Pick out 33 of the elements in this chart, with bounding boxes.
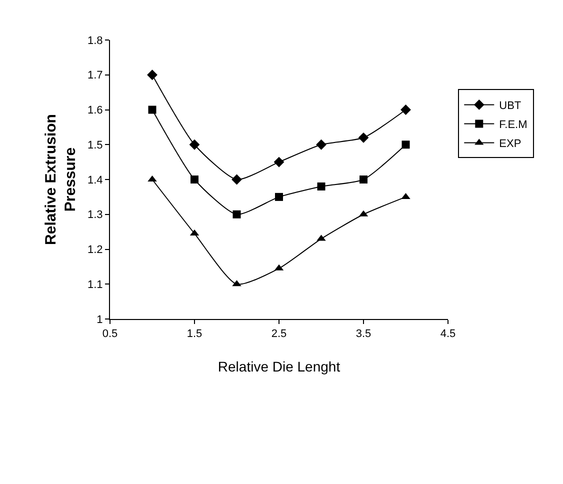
legend-label: F.E.M [499,118,528,131]
x-tick-label: 3.5 [356,328,372,340]
point [402,140,410,149]
x-tick-label: 2.5 [271,328,287,340]
y-tick-label: 1.3 [88,209,103,222]
point [360,176,368,184]
point [147,70,158,80]
point [232,210,241,218]
legend-label: EXP [499,138,522,150]
legend-label: UBT [499,100,522,112]
x-tick-label: 0.5 [102,328,118,340]
point [400,104,411,115]
point [189,139,200,150]
y-tick-label: 1 [96,314,103,326]
x-axis-title: Relative Die Lenght [218,358,340,374]
y-tick-label: 1.2 [88,244,103,256]
point [232,174,242,185]
y-tick-label: 1.7 [88,70,103,82]
x-tick-label: 1.5 [186,328,202,340]
x-tick-label: 4.5 [440,328,456,340]
point [358,132,369,143]
y-tick-label: 1.4 [88,174,103,186]
y-tick-label: 1.8 [88,34,103,47]
point [274,156,284,168]
point [190,176,198,184]
y-tick-label: 1.1 [88,278,103,291]
y-tick-label: 1.6 [88,104,103,117]
point [148,106,156,114]
point [317,182,326,190]
point [275,192,283,201]
y-axis-title: Relative Extrusion Pressure [42,114,79,245]
y-tick-label: 1.5 [88,139,103,152]
point [316,139,326,150]
